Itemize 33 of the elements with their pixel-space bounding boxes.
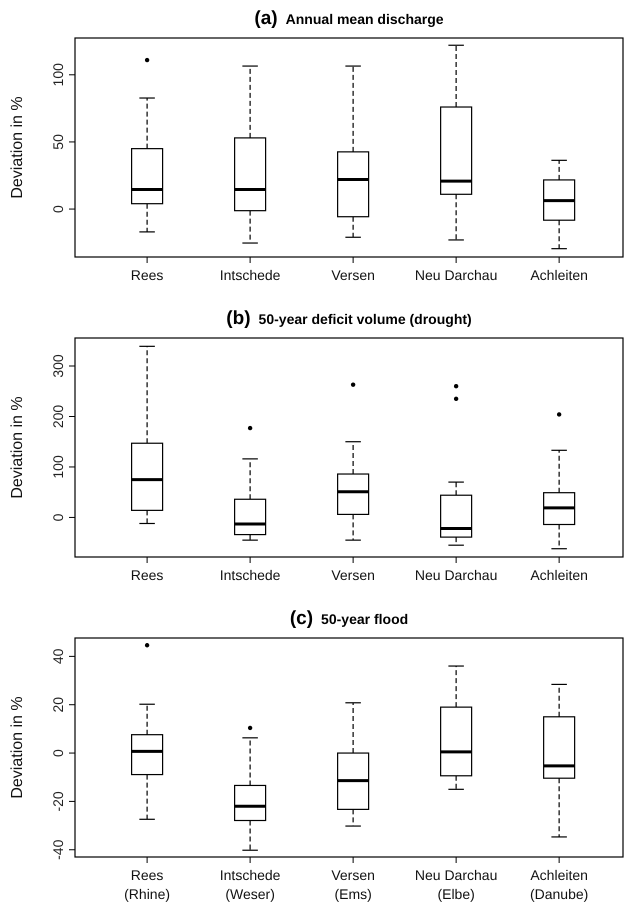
y-tick-label: 40 <box>50 648 66 664</box>
x-tick-label: Versen (Ems) <box>331 867 375 902</box>
y-axis-title: Deviation in % <box>9 396 26 499</box>
y-tick-label: 100 <box>50 455 66 479</box>
chart-title: (b) 50-year deficit volume (drought) <box>226 308 472 329</box>
y-tick-label: 20 <box>50 696 66 713</box>
y-tick-label: -40 <box>50 839 66 860</box>
x-tick-label: Rees <box>130 567 164 583</box>
chart-title: (c) 50-year flood <box>290 608 408 629</box>
x-tick-label: Achleiten <box>530 567 588 583</box>
x-tick-label: Intschede <box>220 267 281 283</box>
x-tick-label: Rees <box>130 267 164 283</box>
x-tick-label: Versen <box>331 267 375 283</box>
y-tick-label: 200 <box>50 404 66 428</box>
x-tick-label: Intschede (Weser) <box>220 867 281 902</box>
y-tick-label: -20 <box>50 791 66 812</box>
x-tick-label: Rees (Rhine) <box>124 867 170 902</box>
y-tick-label: 0 <box>50 204 66 213</box>
x-tick-label: Versen <box>331 567 375 583</box>
x-tick-label: Achleiten <box>530 267 588 283</box>
x-tick-label: Neu Darchau <box>414 267 498 283</box>
chart-title: (a) Annual mean discharge <box>254 8 444 29</box>
y-tick-label: 0 <box>50 513 66 522</box>
x-tick-label: Achleiten (Danube) <box>530 867 588 902</box>
x-tick-label: Intschede <box>220 567 281 583</box>
y-axis-title: Deviation in % <box>9 696 26 799</box>
x-tick-label: Neu Darchau <box>414 567 498 583</box>
y-tick-label: 50 <box>50 134 66 150</box>
y-axis-title: Deviation in % <box>9 96 26 199</box>
x-tick-label: Neu Darchau (Elbe) <box>414 867 498 902</box>
y-tick-label: 0 <box>50 748 66 757</box>
y-tick-label: 300 <box>50 354 66 378</box>
y-tick-label: 100 <box>50 62 66 86</box>
